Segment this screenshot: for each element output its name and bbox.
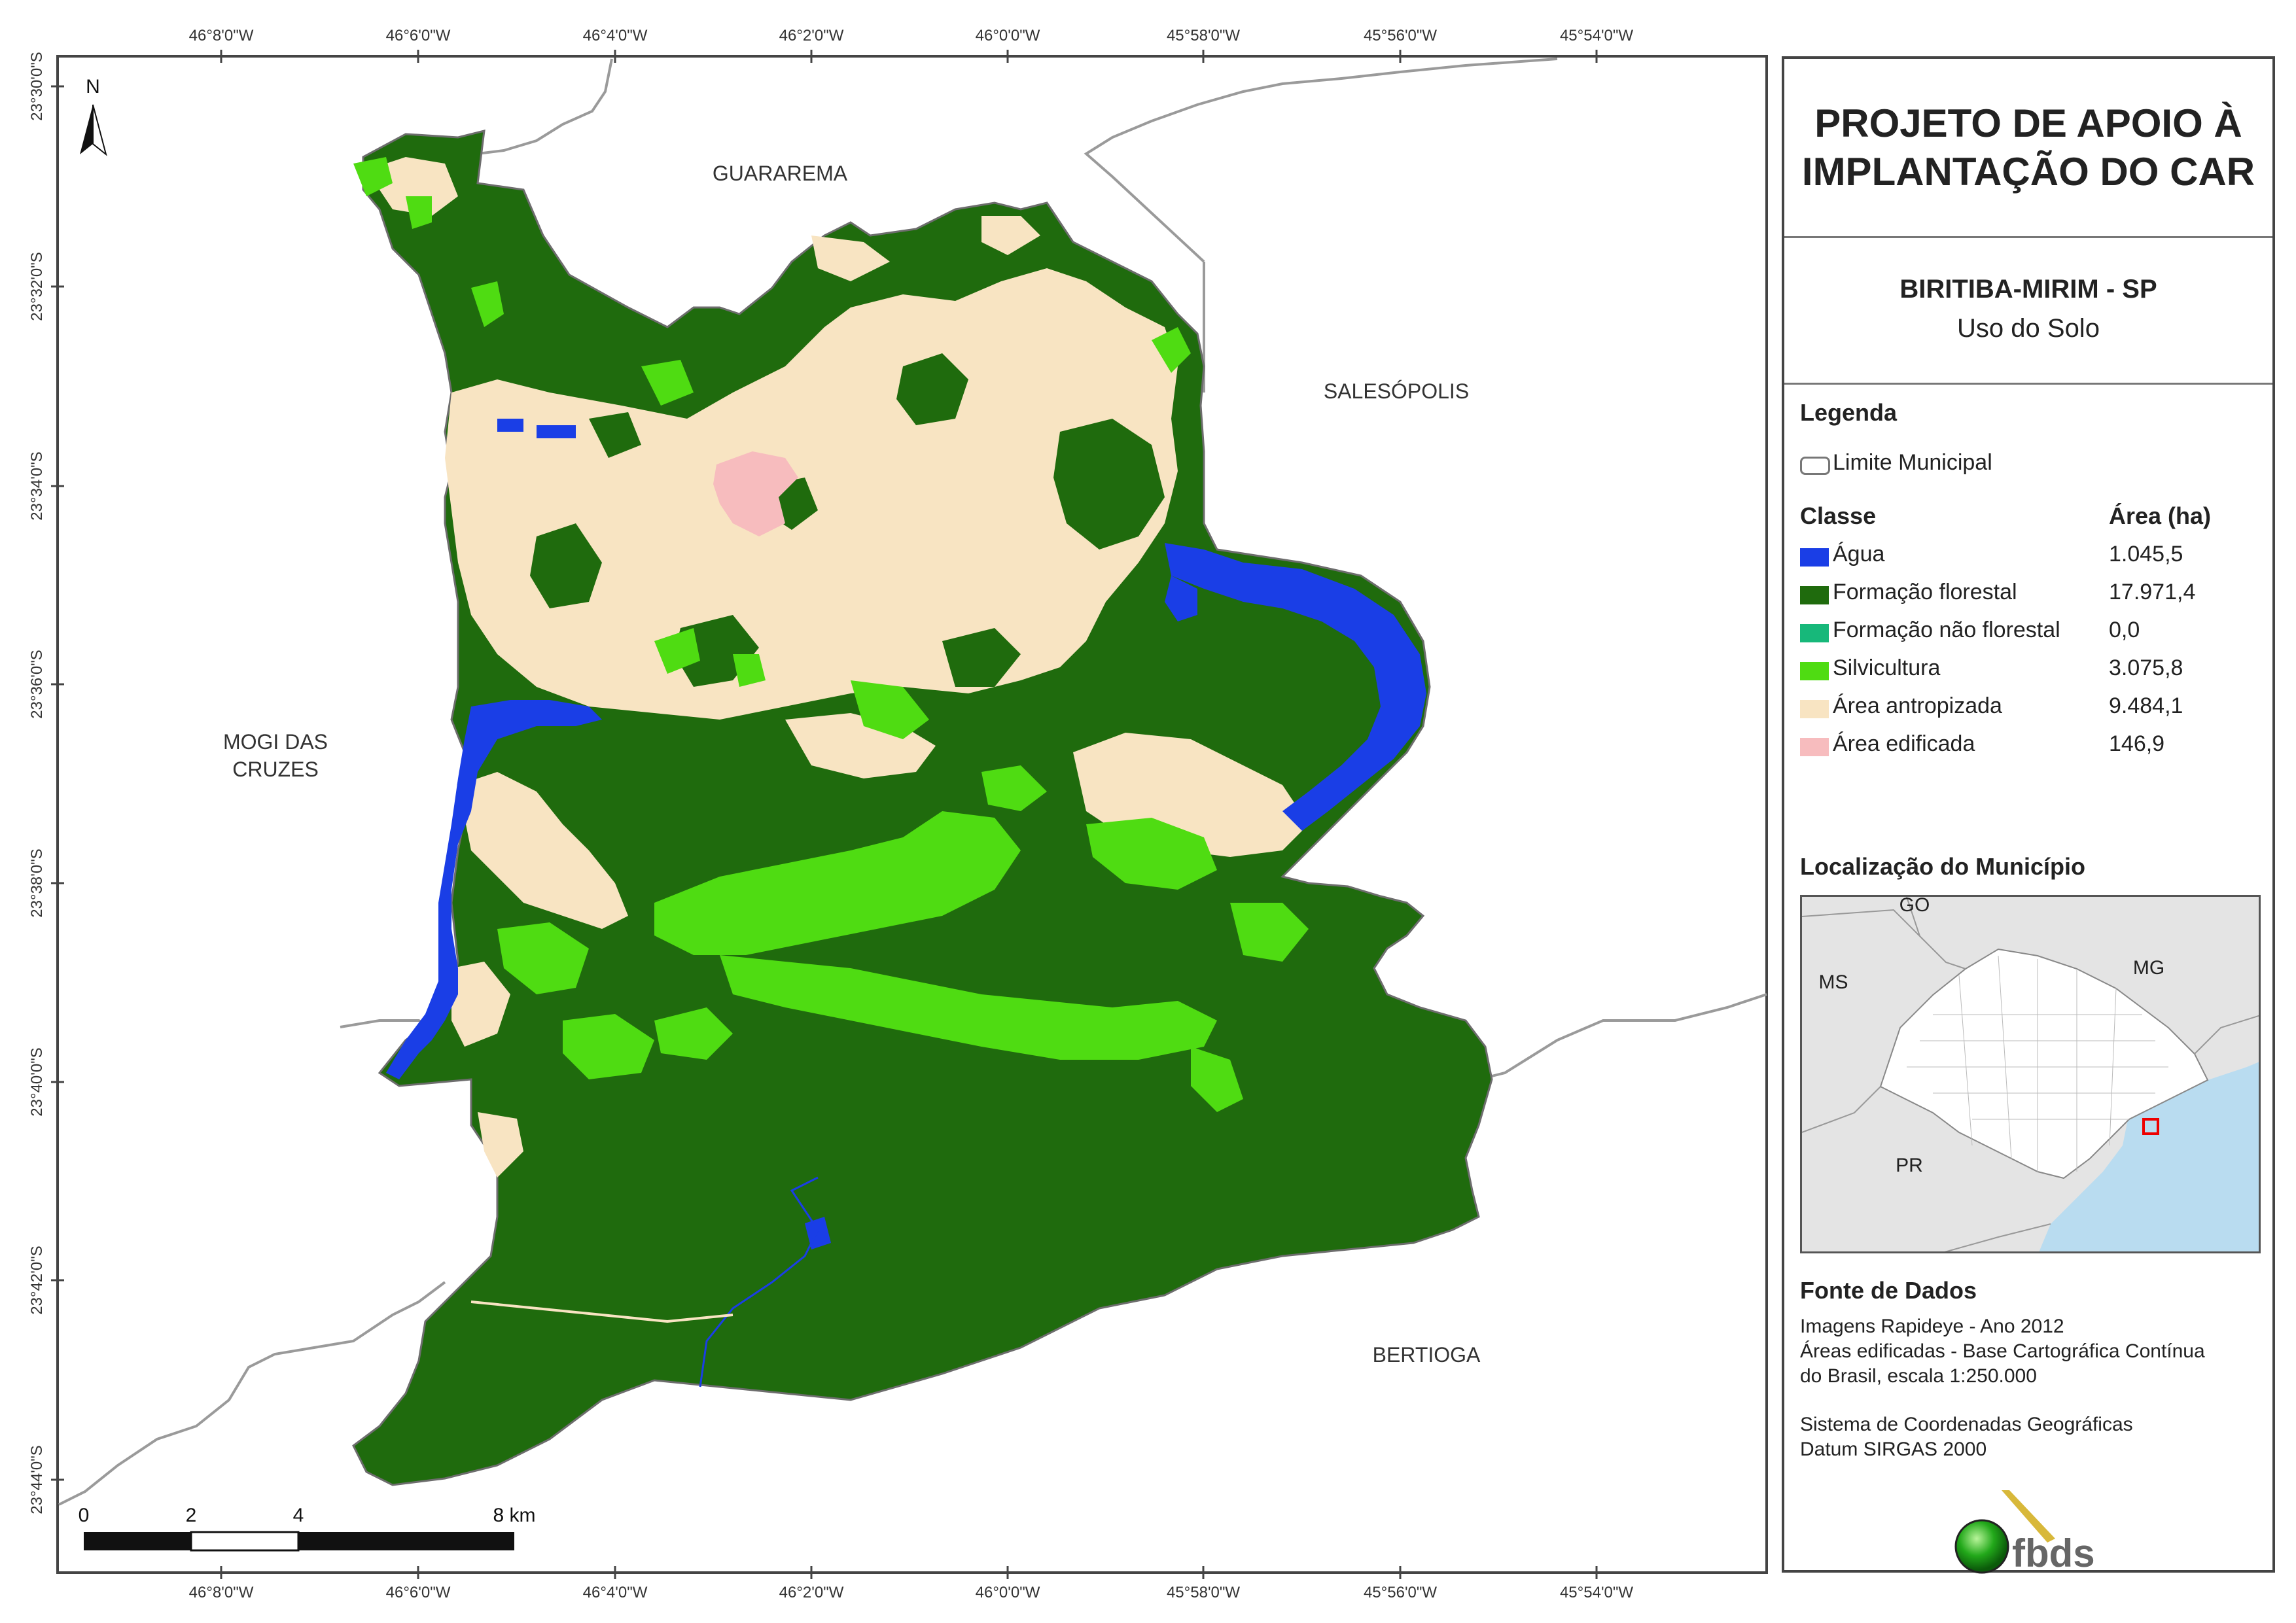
bottom-tick-label: 45°56'0"W bbox=[1364, 1584, 1437, 1601]
top-tick-label: 46°6'0"W bbox=[386, 27, 451, 44]
legend-heading: Legenda bbox=[1800, 399, 1898, 426]
silviculture-swatch bbox=[1800, 662, 1829, 680]
legend-item-label: Formação não florestal bbox=[1833, 618, 2060, 642]
title-line-2: IMPLANTAÇÃO DO CAR bbox=[1801, 149, 2255, 194]
top-tick-label: 46°4'0"W bbox=[583, 27, 648, 44]
scale-label-4: 4 bbox=[293, 1505, 304, 1526]
built-up-area bbox=[713, 451, 798, 536]
legend-item-label: Silvicultura bbox=[1833, 655, 1941, 680]
municipality-location-marker bbox=[2142, 1118, 2159, 1135]
forest-swatch bbox=[1800, 586, 1829, 604]
top-tick-label: 46°8'0"W bbox=[189, 27, 254, 44]
bottom-tick-label: 46°4'0"W bbox=[583, 1584, 648, 1601]
water-swatch bbox=[1800, 548, 1829, 567]
logo-text: fbds bbox=[2012, 1531, 2095, 1575]
river-line bbox=[699, 1176, 819, 1387]
top-tick-label: 46°2'0"W bbox=[779, 27, 844, 44]
map-theme: Uso do Solo bbox=[1957, 314, 2100, 343]
fbds-logo: fbds bbox=[1941, 1490, 2138, 1575]
north-arrow-icon: N bbox=[80, 76, 107, 156]
neighbor-label-guararema: GUARAREMA bbox=[713, 162, 848, 185]
state-label-ms: MS bbox=[1819, 971, 1848, 993]
source-line-4: Sistema de Coordenadas Geográficas bbox=[1800, 1414, 2133, 1435]
source-line-3: do Brasil, escala 1:250.000 bbox=[1800, 1365, 2037, 1387]
class-heading: Classe bbox=[1800, 502, 1877, 529]
bottom-tick-label: 46°8'0"W bbox=[189, 1584, 254, 1601]
subtitle-box: BIRITIBA-MIRIM - SP Uso do Solo bbox=[1784, 238, 2272, 385]
left-tick-label: 23°36'0"S bbox=[28, 650, 46, 718]
grid-ticks bbox=[51, 50, 1598, 1579]
boundary-label: Limite Municipal bbox=[1833, 450, 1992, 475]
scale-label-8: 8 km bbox=[493, 1505, 535, 1526]
north-label: N bbox=[86, 76, 100, 97]
boundary-swatch bbox=[1800, 457, 1830, 475]
left-tick-label: 23°30'0"S bbox=[28, 52, 46, 120]
neighbor-label-bertioga: BERTIOGA bbox=[1373, 1343, 1481, 1367]
neighbor-label-mogi-line1: MOGI DAS bbox=[223, 730, 328, 754]
left-tick-label: 23°42'0"S bbox=[28, 1246, 46, 1314]
sao-paulo-state bbox=[1879, 948, 2209, 1179]
anthropized-swatch bbox=[1800, 700, 1829, 718]
scale-label-2: 2 bbox=[186, 1505, 197, 1526]
legend-item-area: 9.484,1 bbox=[2109, 693, 2183, 718]
top-tick-label: 46°0'0"W bbox=[976, 27, 1040, 44]
legend-item-area: 3.075,8 bbox=[2109, 655, 2183, 680]
bottom-tick-label: 46°0'0"W bbox=[976, 1584, 1040, 1601]
legend-item-label: Área edificada bbox=[1833, 731, 1975, 756]
area-heading: Área (ha) bbox=[2109, 502, 2212, 529]
nonforest-swatch bbox=[1800, 624, 1829, 642]
source-line-5: Datum SIRGAS 2000 bbox=[1800, 1439, 1987, 1460]
left-tick-label: 23°44'0"S bbox=[28, 1445, 46, 1514]
state-label-mg: MG bbox=[2133, 957, 2164, 979]
top-tick-label: 45°58'0"W bbox=[1167, 27, 1240, 44]
legend-panel: PROJETO DE APOIO À IMPLANTAÇÃO DO CAR BI… bbox=[1782, 56, 2275, 1575]
builtup-swatch bbox=[1800, 738, 1829, 756]
legend-item-label: Área antropizada bbox=[1833, 693, 2002, 718]
fbds-logo-icon bbox=[1954, 1490, 2055, 1574]
legend-item-area: 0,0 bbox=[2109, 618, 2140, 642]
bottom-tick-label: 46°6'0"W bbox=[386, 1584, 451, 1601]
scale-label-0: 0 bbox=[79, 1505, 90, 1526]
legend-box: Legenda Limite Municipal Classe Área (ha… bbox=[1784, 385, 2272, 1575]
state-label-pr: PR bbox=[1896, 1155, 1923, 1176]
neighbor-label-mogi-line2: CRUZES bbox=[232, 758, 319, 781]
location-inset-svg: GO MS MG PR bbox=[1802, 897, 2259, 1251]
state-borders bbox=[1802, 897, 2259, 1251]
location-inset-map: GO MS MG PR bbox=[1800, 895, 2261, 1253]
bottom-tick-label: 45°58'0"W bbox=[1167, 1584, 1240, 1601]
legend-item-label: Formação florestal bbox=[1833, 580, 2017, 604]
legend-item-area: 17.971,4 bbox=[2109, 580, 2196, 604]
bottom-tick-label: 46°2'0"W bbox=[779, 1584, 844, 1601]
state-label-go: GO bbox=[1899, 897, 1930, 916]
location-heading: Localização do Município bbox=[1800, 853, 2086, 880]
silviculture-areas bbox=[353, 157, 1309, 1112]
title-box: PROJETO DE APOIO À IMPLANTAÇÃO DO CAR bbox=[1784, 59, 2272, 238]
municipal-mesh bbox=[1907, 955, 2168, 1172]
bottom-tick-label: 45°54'0"W bbox=[1560, 1584, 1633, 1601]
top-tick-label: 45°54'0"W bbox=[1560, 27, 1633, 44]
left-tick-label: 23°38'0"S bbox=[28, 848, 46, 917]
top-tick-label: 45°56'0"W bbox=[1364, 27, 1437, 44]
neighbor-label-salesopolis: SALESÓPOLIS bbox=[1324, 379, 1469, 403]
title-line-1: PROJETO DE APOIO À bbox=[1814, 101, 2242, 145]
municipality-name: BIRITIBA-MIRIM - SP bbox=[1899, 275, 2157, 304]
left-tick-label: 23°32'0"S bbox=[28, 252, 46, 321]
left-tick-label: 23°34'0"S bbox=[28, 451, 46, 520]
source-line-2: Áreas edificadas - Base Cartográfica Con… bbox=[1800, 1340, 2205, 1362]
scale-bar: 0 2 4 8 km bbox=[79, 1505, 536, 1552]
left-tick-label: 23°40'0"S bbox=[28, 1047, 46, 1116]
legend-item-label: Água bbox=[1833, 542, 1885, 567]
road-line bbox=[470, 1300, 733, 1323]
source-line-1: Imagens Rapideye - Ano 2012 bbox=[1800, 1316, 2064, 1337]
sources-heading: Fonte de Dados bbox=[1800, 1277, 1977, 1304]
legend-item-area: 146,9 bbox=[2109, 731, 2165, 756]
water-bodies bbox=[386, 419, 1426, 1249]
legend-item-area: 1.045,5 bbox=[2109, 542, 2183, 567]
ocean-shape bbox=[2039, 1062, 2259, 1251]
